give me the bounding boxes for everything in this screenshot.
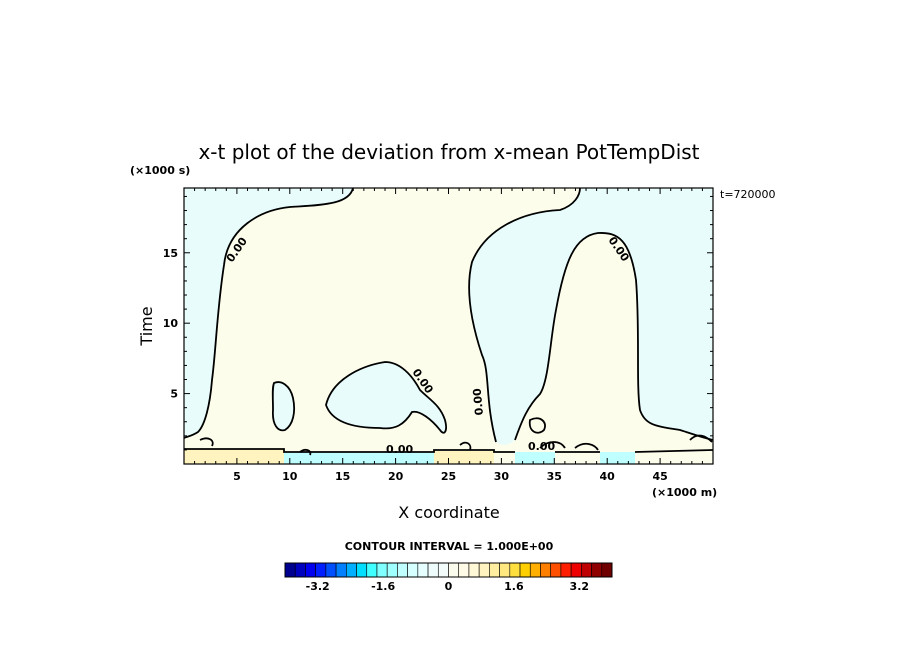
colorbar-swatch	[315, 562, 327, 578]
colorbar-tick-label: -1.6	[371, 580, 395, 593]
zero-contours	[184, 188, 713, 456]
x-tick-label: 30	[494, 470, 510, 483]
colorbar-ticks: -3.2 -1.6 0 1.6 3.2	[306, 580, 589, 593]
negative-island-left	[272, 382, 295, 431]
colorbar-swatch	[570, 562, 582, 578]
contour-line-left	[184, 188, 354, 439]
colorbar-swatch	[560, 562, 572, 578]
colorbar-tick-label: 0	[445, 580, 453, 593]
contour-bottom-band	[184, 448, 713, 453]
contour-label-6: 0.00	[528, 440, 555, 453]
colorbar-swatch	[417, 562, 429, 578]
colorbar-swatch	[397, 562, 408, 578]
colorbar-swatch	[529, 562, 541, 578]
contour-line-middle	[468, 188, 581, 443]
y-tick-label: 15	[163, 247, 178, 260]
chart-title: x-t plot of the deviation from x-mean Po…	[198, 140, 699, 164]
x-axis-ticks: 5 10 15 20 25 30 35 40 45	[194, 188, 703, 483]
x-unit-label: (×1000 m)	[652, 486, 717, 499]
bottom-positive-band-left	[184, 449, 284, 464]
colorbar-swatch	[427, 562, 439, 578]
bottom-positive-band-center	[434, 451, 494, 464]
colorbar-swatch	[356, 562, 368, 578]
negative-island-center	[326, 362, 447, 433]
x-tick-label: 5	[233, 470, 241, 483]
time-stamp: t=720000	[720, 188, 776, 201]
colorbar-tick-label: 1.6	[504, 580, 524, 593]
colorbar-swatch	[284, 562, 296, 578]
colorbar-swatch	[448, 562, 460, 578]
y-axis-ticks: 5 10 15	[163, 195, 713, 451]
x-tick-label: 40	[600, 470, 616, 483]
x-tick-label: 10	[282, 470, 298, 483]
contour-line-right	[514, 232, 713, 441]
colorbar-tick-label: 3.2	[570, 580, 590, 593]
colorbar-swatch	[540, 562, 551, 578]
colorbar-swatch	[550, 562, 562, 578]
colorbar-swatch	[386, 562, 398, 578]
colorbar-swatch	[478, 562, 490, 578]
colorbar-title: CONTOUR INTERVAL = 1.000E+00	[345, 540, 554, 553]
colorbar-swatch	[346, 562, 357, 578]
colorbar-swatch	[601, 562, 613, 578]
contour-island-left	[271, 381, 296, 432]
bottom-negative-band-right	[515, 452, 555, 464]
plot-area: 0.00 0.00 0.00 0.00 0.00 0.00	[184, 188, 713, 464]
colorbar-frame	[284, 562, 613, 578]
colorbar-swatch	[489, 562, 500, 578]
colorbar-swatch	[519, 562, 531, 578]
colorbar-tick-label: -3.2	[306, 580, 330, 593]
colorbar-swatch	[499, 562, 511, 578]
colorbar-swatch	[458, 562, 470, 578]
colorbar-swatch	[366, 562, 378, 578]
x-tick-label: 25	[441, 470, 456, 483]
x-tick-label: 45	[652, 470, 667, 483]
contour-small-loops	[199, 417, 713, 456]
colorbar-swatch	[294, 562, 306, 578]
contour-label-5: 0.00	[386, 443, 413, 456]
x-tick-label: 20	[388, 470, 404, 483]
colorbar-swatch	[305, 562, 316, 578]
colorbar-swatch	[509, 562, 521, 578]
colorbar-swatch	[581, 562, 592, 578]
x-axis-label: X coordinate	[398, 503, 499, 522]
y-unit-label: (×1000 s)	[130, 164, 190, 177]
y-axis-label: Time	[137, 306, 156, 346]
colorbar-swatch	[325, 562, 337, 578]
y-tick-label: 10	[163, 317, 179, 330]
colorbar-swatch	[468, 562, 480, 578]
colorbar-swatch	[376, 562, 388, 578]
colorbar-swatch	[407, 562, 419, 578]
colorbar-swatch	[335, 562, 347, 578]
colorbar-swatch	[591, 562, 603, 578]
colorbar	[284, 562, 613, 578]
colorbar-swatch	[437, 562, 449, 578]
y-tick-label: 5	[170, 388, 178, 401]
contour-island-center	[325, 361, 447, 434]
x-tick-label: 15	[335, 470, 350, 483]
positive-region	[184, 188, 713, 464]
contour-label-3: 0.00	[471, 387, 486, 416]
bottom-negative-band-far-right	[600, 452, 635, 464]
x-tick-label: 35	[547, 470, 562, 483]
